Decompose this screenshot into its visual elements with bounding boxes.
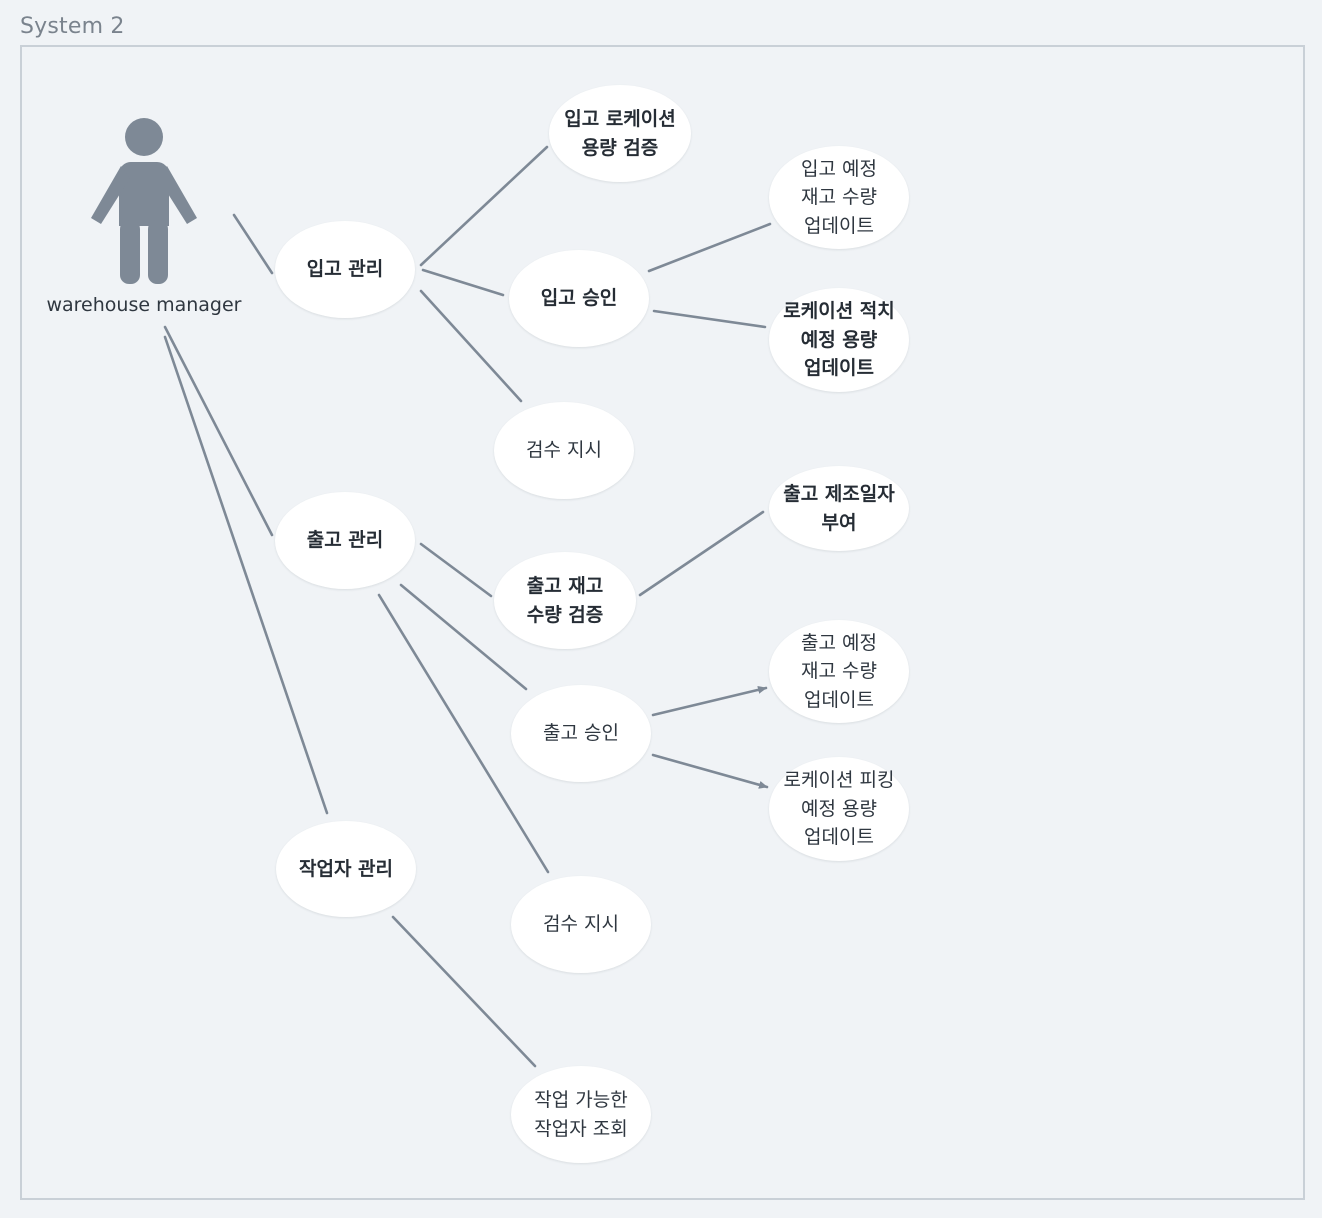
usecase-outbound-management[interactable]: 출고 관리 (275, 492, 415, 589)
usecase-available-worker-lookup[interactable]: 작업 가능한 작업자 조회 (511, 1066, 651, 1163)
edge-worker-mgmt-worker-lookup (391, 915, 537, 1068)
usecase-inbound-planned-stock-update[interactable]: 입고 예정 재고 수량 업데이트 (769, 146, 909, 249)
usecase-outbound-approval[interactable]: 출고 승인 (511, 685, 651, 782)
edge-actor-outbound-mgmt (163, 325, 274, 537)
usecase-outbound-mfg-date-assign[interactable]: 출고 제조일자 부여 (769, 466, 909, 551)
edge-inbound-mgmt-capacity-check (419, 145, 549, 267)
usecase-worker-management[interactable]: 작업자 관리 (276, 821, 416, 917)
actor-label: warehouse manager (46, 294, 242, 316)
usecase-outbound-planned-stock-update[interactable]: 출고 예정 재고 수량 업데이트 (769, 620, 909, 723)
edge-actor-inbound-mgmt (232, 213, 274, 275)
edge-inbound-approval-planned-stock (647, 222, 772, 273)
edge-inbound-mgmt-approval (421, 268, 505, 297)
usecase-location-putaway-capacity-update[interactable]: 로케이션 적치 예정 용량 업데이트 (769, 288, 909, 392)
usecase-inbound-location-capacity-check[interactable]: 입고 로케이션 용량 검증 (549, 85, 691, 182)
edge-outbound-approval-planned-stock (651, 685, 768, 717)
edge-stock-check-mfg-date (638, 510, 765, 597)
usecase-inbound-inspection-order[interactable]: 검수 지시 (494, 402, 634, 499)
person-icon (91, 118, 197, 284)
edge-outbound-mgmt-inspection (377, 593, 550, 874)
usecase-inbound-management[interactable]: 입고 관리 (275, 221, 415, 318)
edge-actor-worker-mgmt (163, 335, 329, 815)
edge-inbound-mgmt-inspection (419, 289, 523, 403)
system-boundary (20, 45, 1305, 1200)
edge-outbound-mgmt-stock-check (419, 542, 493, 598)
usecase-inbound-approval[interactable]: 입고 승인 (509, 250, 649, 347)
edge-outbound-approval-picking-capacity (651, 753, 769, 789)
edge-outbound-mgmt-approval (399, 583, 528, 691)
edge-inbound-approval-putaway-capacity (652, 309, 767, 329)
usecase-outbound-stock-qty-check[interactable]: 출고 재고 수량 검증 (494, 552, 636, 649)
usecase-location-picking-capacity-update[interactable]: 로케이션 피킹 예정 용량 업데이트 (769, 757, 909, 861)
usecase-outbound-inspection-order[interactable]: 검수 지시 (511, 876, 651, 973)
system-title: System 2 (20, 14, 125, 39)
